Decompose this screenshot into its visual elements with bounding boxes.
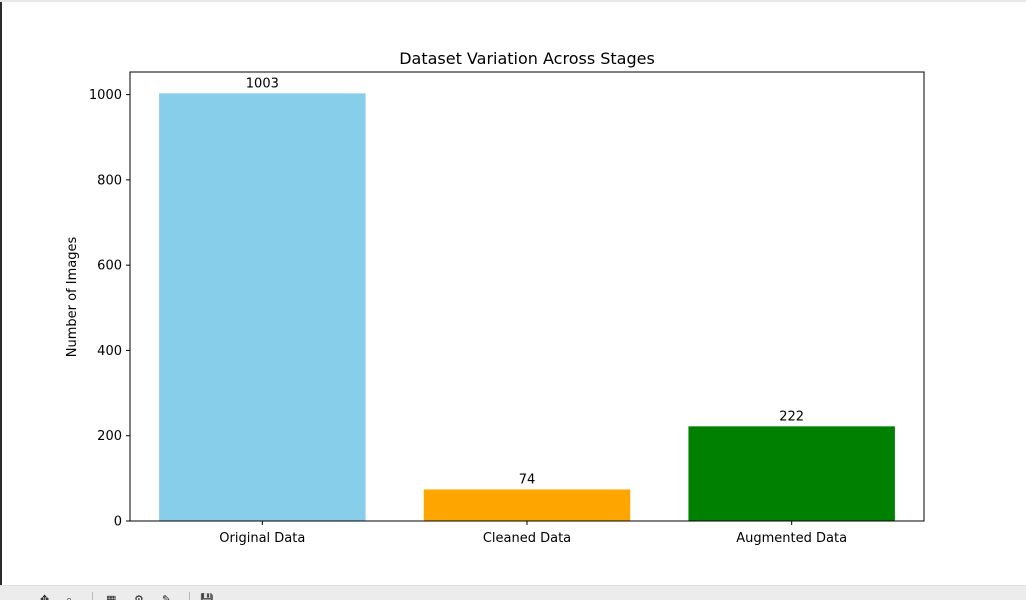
toolbar-separator — [92, 592, 93, 600]
toolbar-separator — [189, 592, 190, 600]
axes-frame — [129, 71, 925, 522]
edit-icon[interactable]: ✎ — [162, 593, 172, 600]
x-tick-label: Augmented Data — [736, 531, 847, 546]
zoom-icon[interactable]: ⌕ — [66, 593, 73, 600]
y-tick-label: 1000 — [89, 88, 122, 103]
plot-area: 1003 Original Data 74 Cleaned Data 222 Augmen… — [89, 71, 925, 546]
window-left-edge — [0, 0, 2, 585]
x-tick-label: Cleaned Data — [483, 531, 571, 546]
subplots-icon[interactable]: ▦ — [106, 593, 117, 600]
save-icon[interactable]: 💾 — [200, 593, 214, 600]
pan-icon[interactable]: ✥ — [40, 593, 50, 600]
y-axis-label: Number of Images — [65, 237, 80, 358]
y-tick-label: 800 — [97, 173, 122, 188]
bar-3 — [688, 426, 895, 521]
figure-toolbar: ✥ ⌕ ▦ ⚙ ✎ 💾 — [0, 585, 1026, 600]
bar-1 — [159, 93, 366, 521]
y-tick-label: 0 — [114, 515, 122, 530]
y-tick-label: 200 — [97, 429, 122, 444]
chart-title: Dataset Variation Across Stages — [399, 49, 655, 68]
bar-value-label: 1003 — [246, 76, 279, 91]
bar-2 — [423, 489, 631, 521]
configure-icon[interactable]: ⚙ — [134, 593, 144, 600]
bar-value-label: 74 — [519, 472, 536, 487]
y-tick-label: 400 — [97, 344, 122, 359]
window-top-edge — [0, 0, 1026, 2]
y-tick-label: 600 — [97, 259, 122, 274]
bar-value-label: 222 — [779, 409, 804, 424]
bar-chart: Dataset Variation Across Stages Number o… — [65, 49, 925, 546]
x-tick-label: Original Data — [219, 531, 305, 546]
